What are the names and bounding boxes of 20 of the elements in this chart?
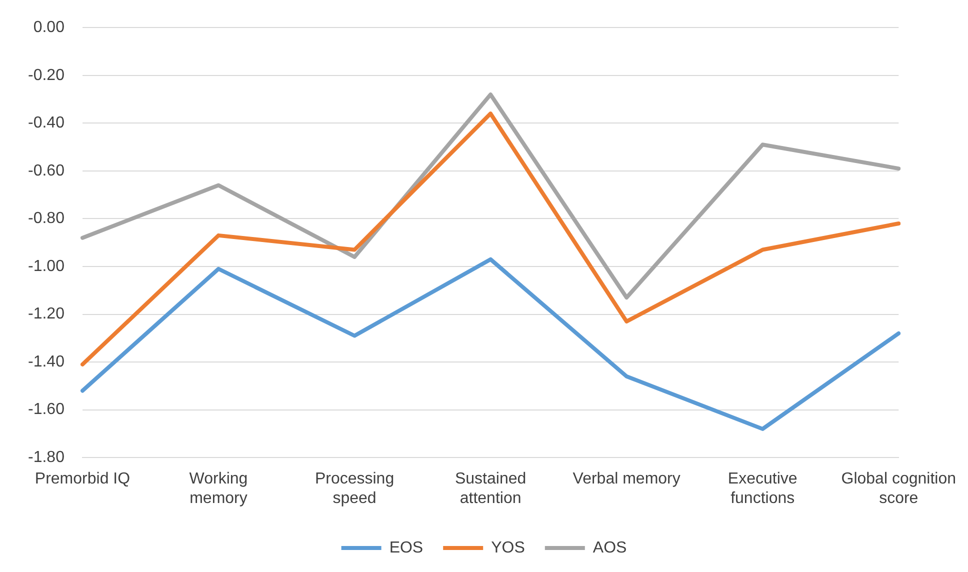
y-tick-label: -1.40 <box>28 353 65 370</box>
y-tick-label: -0.60 <box>28 162 65 180</box>
y-tick-label: -0.80 <box>28 210 65 228</box>
x-tick-label: Working memory <box>189 470 248 507</box>
x-tick-label: Global cognition score <box>841 470 956 507</box>
y-tick-label: 0.00 <box>33 19 65 36</box>
y-tick-label: -0.20 <box>28 66 65 84</box>
legend-label: AOS <box>592 539 627 556</box>
x-tick-label: Premorbid IQ <box>34 470 130 488</box>
y-tick-label: -1.80 <box>28 449 65 466</box>
legend-label: YOS <box>491 539 525 556</box>
y-tick-label: -1.20 <box>28 306 65 323</box>
x-tick-label: Processing speed <box>314 470 394 507</box>
x-tick-label: Sustained attention <box>454 470 526 507</box>
y-tick-label: -1.60 <box>28 401 65 418</box>
y-tick-label: -0.40 <box>28 114 65 132</box>
y-tick-label: -1.00 <box>28 258 65 275</box>
legend-label: EOS <box>389 539 424 556</box>
x-tick-label: Verbal memory <box>572 470 680 488</box>
x-tick-label: Executive functions <box>728 470 798 507</box>
